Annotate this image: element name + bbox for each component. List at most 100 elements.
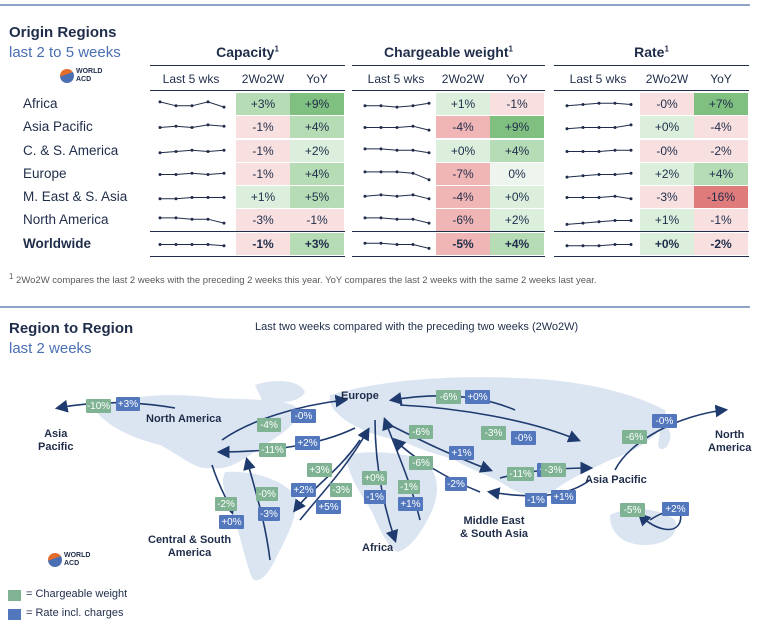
sparkline-point — [206, 243, 210, 246]
sparkline-point — [222, 171, 226, 175]
sparkline-point — [581, 126, 585, 129]
header-underline — [554, 90, 749, 91]
tag-me-eu-cw: -6% — [409, 456, 433, 470]
label-central-south-america: Central & South America — [148, 534, 232, 559]
col-header-w2: 2Wo2W — [441, 72, 485, 86]
sparkline-point — [206, 150, 210, 153]
sparkline-point — [395, 126, 399, 129]
tag-csa-eu-cw: -3% — [330, 483, 352, 497]
tag-ap-eu-rate: +0% — [465, 390, 490, 404]
sparkline-point — [613, 219, 617, 222]
cap-w2-cell: -1% — [236, 233, 290, 255]
sparkline-point — [395, 194, 399, 198]
sparkline-point — [613, 148, 617, 152]
row-label: Africa — [23, 96, 58, 111]
tag-eu-me-cw: -6% — [409, 425, 433, 439]
col-header-yoy: YoY — [710, 72, 732, 86]
australia-shape — [610, 508, 676, 545]
rate-w2-cell: +0% — [640, 116, 694, 138]
sparkline-point — [158, 216, 162, 220]
sparkline-point — [613, 101, 617, 105]
sparkline — [363, 216, 431, 225]
arrow-csa-eu — [299, 427, 370, 521]
group-underline — [150, 65, 345, 66]
sparkline-point — [581, 244, 585, 248]
group-header-cw: Chargeable weight1 — [384, 44, 513, 60]
tag-af-eu-cw: -1% — [398, 480, 420, 494]
tag-eu-ap-rate: -0% — [511, 431, 536, 445]
sparkline — [565, 243, 633, 248]
sparkline-point — [379, 170, 383, 174]
col-header-yoy: YoY — [506, 72, 528, 86]
sparkline-point — [613, 243, 617, 246]
arrow-na-eu — [221, 394, 349, 441]
sparkline-point — [613, 126, 617, 129]
rate-yoy-cell: -16% — [694, 186, 748, 208]
rate-yoy-cell: +7% — [694, 93, 748, 115]
row-divider — [150, 256, 345, 257]
sparkline-point — [379, 147, 383, 151]
sparkline-point — [629, 243, 633, 246]
sparkline-point — [411, 171, 415, 175]
sparkline-point — [565, 222, 569, 226]
sparkline-point — [158, 151, 162, 155]
sparkline-point — [379, 193, 383, 197]
tag-csa-na-rate: -3% — [258, 507, 280, 521]
cw-yoy-cell: +2% — [490, 209, 544, 231]
footnote: 1 2Wo2W compares the last 2 weeks with t… — [9, 272, 597, 287]
label-asia-pacific-right: Asia Pacific — [585, 474, 647, 486]
tag-csa-na-cw: -0% — [256, 487, 278, 501]
row-divider — [554, 256, 749, 257]
cw-yoy-cell: +9% — [490, 116, 544, 138]
label-europe: Europe — [341, 390, 379, 402]
sparkline-point — [565, 175, 569, 179]
top-divider — [0, 4, 750, 6]
cap-yoy-cell: +5% — [290, 186, 344, 208]
sparkline-point — [190, 148, 194, 152]
cw-yoy-cell: -1% — [490, 93, 544, 115]
sparkline-point — [379, 216, 383, 220]
sparkline-point — [427, 221, 431, 225]
row-label: M. East & S. Asia — [23, 189, 128, 204]
sparkline — [363, 193, 431, 201]
tag-me-eu-rate: -2% — [445, 477, 467, 491]
row-divider — [352, 231, 545, 232]
cap-w2-cell: -1% — [236, 116, 290, 138]
tag-na-csa-rate: +0% — [219, 515, 244, 529]
sparkline-point — [597, 126, 601, 129]
row-label: North America — [23, 212, 109, 227]
sparkline-point — [629, 148, 633, 152]
sparkline-point — [565, 104, 569, 108]
tag-na-eu-cw: -4% — [257, 418, 281, 432]
tag-me-ap-cw: -11% — [507, 467, 534, 481]
tag-eu-csa-cw: +3% — [307, 463, 332, 477]
cap-yoy-cell: +2% — [290, 140, 344, 162]
sparkline — [363, 241, 431, 250]
sparkline-point — [222, 196, 226, 199]
rate-w2-cell: +0% — [640, 233, 694, 255]
sparkline-point — [565, 196, 569, 199]
sparkline-point — [158, 243, 162, 246]
sparkline-point — [395, 217, 399, 221]
cap-yoy-cell: +9% — [290, 93, 344, 115]
tag-ap-me-cw: -3% — [541, 463, 566, 477]
sparkline-point — [158, 197, 162, 201]
sparkline-point — [581, 174, 585, 178]
arrow-ap-na — [614, 404, 729, 471]
group-underline — [554, 65, 749, 66]
col-header-last5: Last 5 wks — [367, 72, 425, 86]
map-title: Last two weeks compared with the precedi… — [255, 321, 579, 333]
cw-w2-cell: -4% — [436, 186, 490, 208]
tag-eu-af-rate: -1% — [364, 490, 386, 504]
col-header-w2: 2Wo2W — [241, 72, 285, 86]
tag-eu-csa-rate: +2% — [291, 483, 316, 497]
sparkline — [158, 196, 226, 201]
sparkline-point — [395, 170, 399, 174]
legend-swatch-rate — [8, 609, 21, 620]
tag-csa-eu-rate: +5% — [316, 500, 341, 514]
arrow-eu-af — [374, 419, 399, 544]
cap-yoy-cell: +4% — [290, 163, 344, 185]
cw-yoy-cell: +4% — [490, 233, 544, 255]
sparkline-point — [363, 194, 367, 198]
